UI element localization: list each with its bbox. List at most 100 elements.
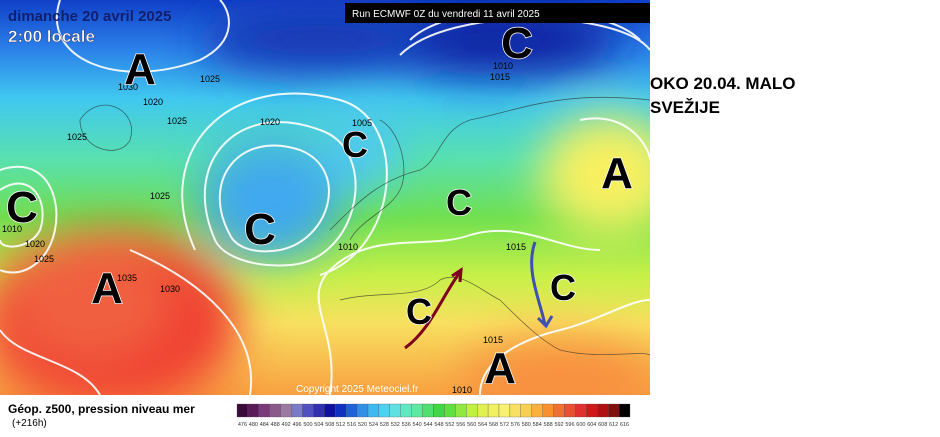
color-cell (247, 403, 259, 418)
color-cell (291, 403, 303, 418)
color-cell (400, 403, 412, 418)
run-info: Run ECMWF 0Z du vendredi 11 avril 2025 (352, 9, 540, 20)
pressure-center: C (501, 19, 533, 68)
color-cell (466, 403, 478, 418)
pressure-center: C (406, 291, 432, 332)
pressure-center: C (446, 182, 472, 223)
color-tick: 500 (303, 422, 312, 428)
color-tick: 588 (544, 422, 553, 428)
color-cell (444, 403, 456, 418)
legend-title: Géop. z500, pression niveau mer (8, 402, 195, 416)
isobar-label: 1025 (34, 254, 54, 264)
color-tick: 528 (380, 422, 389, 428)
color-tick: 540 (413, 422, 422, 428)
color-tick: 552 (445, 422, 454, 428)
pressure-center: A (91, 264, 123, 313)
pressure-center: C (342, 124, 368, 165)
note-line: OKO 20.04. MALO (650, 74, 795, 93)
color-tick: 584 (533, 422, 542, 428)
color-cell (389, 403, 401, 418)
note-line: SVEŽIJE (650, 98, 720, 117)
color-tick: 580 (522, 422, 531, 428)
color-tick: 560 (467, 422, 476, 428)
color-cell (346, 403, 358, 418)
color-cell (455, 403, 467, 418)
color-tick: 568 (489, 422, 498, 428)
color-cell (520, 403, 532, 418)
color-tick: 524 (369, 422, 378, 428)
pressure-center: C (6, 183, 38, 232)
color-cell (597, 403, 609, 418)
copyright: Copyright 2025 Meteociel.fr (296, 384, 419, 395)
color-cell (564, 403, 576, 418)
isobar-label: 1010 (452, 385, 472, 395)
color-tick: 564 (478, 422, 487, 428)
color-tick: 484 (260, 422, 269, 428)
legend-lead: (+216h) (12, 418, 47, 429)
color-tick: 508 (325, 422, 334, 428)
color-cell (575, 403, 587, 418)
isobar-label: 1020 (143, 97, 163, 107)
color-tick: 576 (511, 422, 520, 428)
color-cell (302, 403, 314, 418)
color-tick: 488 (271, 422, 280, 428)
color-tick: 480 (249, 422, 258, 428)
isobar-label: 1025 (67, 132, 87, 142)
pressure-center: A (484, 344, 516, 393)
color-cell (280, 403, 292, 418)
color-cell (335, 403, 347, 418)
color-cell (367, 403, 380, 418)
isobar-label: 1015 (506, 242, 526, 252)
run-box (345, 3, 650, 23)
isobar-label: 1035 (117, 273, 137, 283)
color-tick: 520 (358, 422, 367, 428)
color-tick: 572 (500, 422, 509, 428)
color-tick: 616 (620, 422, 629, 428)
color-cell (531, 403, 543, 418)
color-cell (509, 403, 521, 418)
isobar-label: 1015 (490, 72, 510, 82)
color-tick: 492 (282, 422, 291, 428)
color-tick: 600 (576, 422, 585, 428)
color-tick: 556 (456, 422, 465, 428)
color-tick: 544 (423, 422, 432, 428)
isobar-label: 1020 (260, 117, 280, 127)
color-cell (433, 403, 445, 418)
isobar-label: 1015 (483, 335, 503, 345)
color-tick: 536 (402, 422, 411, 428)
color-tick: 612 (609, 422, 618, 428)
isobar-label: 1025 (200, 74, 220, 84)
color-tick: 496 (292, 422, 301, 428)
color-tick: 516 (347, 422, 356, 428)
isobar-label: 1010 (2, 224, 22, 234)
isobar-label: 1025 (167, 116, 187, 126)
color-tick: 548 (434, 422, 443, 428)
color-cell (422, 403, 434, 418)
color-cell (586, 403, 598, 418)
color-cell (487, 403, 500, 418)
pressure-center: A (124, 45, 156, 94)
color-cell (378, 403, 390, 418)
isobar-label: 1020 (25, 239, 45, 249)
color-tick: 608 (598, 422, 607, 428)
map (0, 0, 650, 395)
color-cell (608, 403, 620, 418)
color-cell (553, 403, 565, 418)
isobar-label: 1025 (150, 191, 170, 201)
map-date: dimanche 20 avril 2025 (8, 8, 171, 25)
color-tick: 604 (587, 422, 596, 428)
pressure-center: C (550, 267, 576, 308)
color-tick: 592 (554, 422, 563, 428)
color-tick: 532 (391, 422, 400, 428)
isobar-label: 1010 (493, 61, 513, 71)
color-cell (411, 403, 423, 418)
color-tick: 476 (238, 422, 247, 428)
isobar-label: 1030 (160, 284, 180, 294)
color-cell (477, 403, 489, 418)
isobar-label: 1010 (338, 242, 358, 252)
color-cell (618, 403, 631, 418)
color-cell (542, 403, 554, 418)
color-cell (269, 403, 281, 418)
color-tick: 596 (565, 422, 574, 428)
